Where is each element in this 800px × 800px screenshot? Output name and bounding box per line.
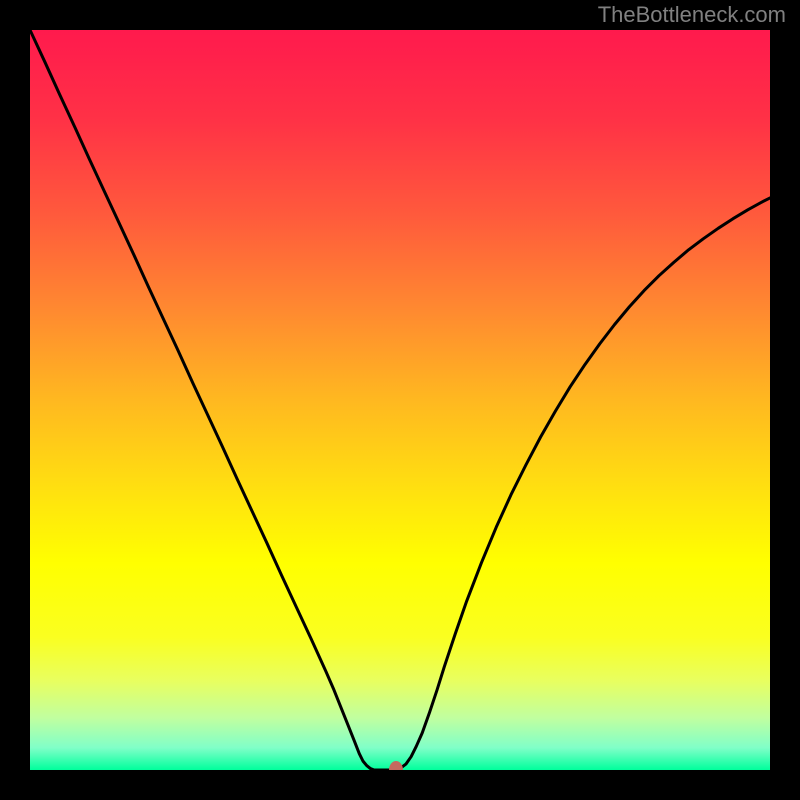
plot-area bbox=[30, 30, 770, 770]
outer-frame bbox=[0, 0, 800, 800]
curve-layer bbox=[30, 30, 770, 770]
bottleneck-curve bbox=[30, 30, 770, 770]
watermark-text: TheBottleneck.com bbox=[598, 2, 786, 28]
